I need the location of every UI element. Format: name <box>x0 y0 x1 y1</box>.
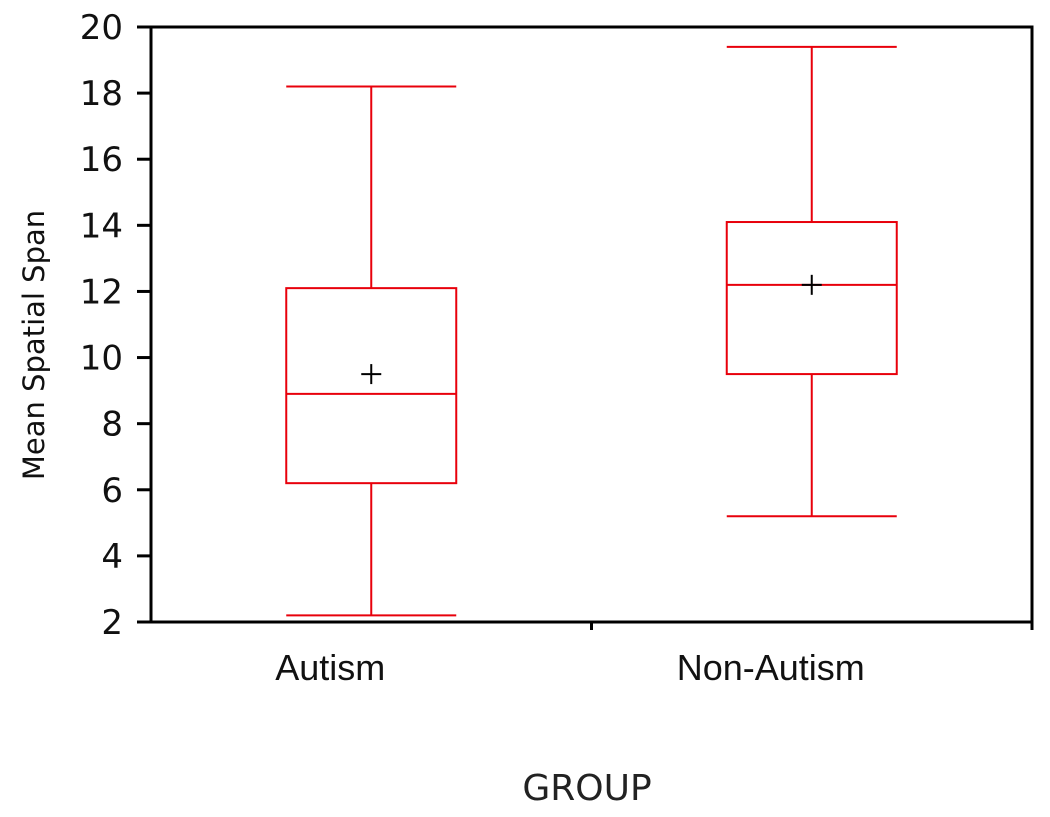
y-tick-label: 4 <box>101 537 123 577</box>
box-autism <box>285 85 458 617</box>
y-tick-label: 20 <box>80 8 123 48</box>
y-tick-label: 16 <box>80 140 123 180</box>
y-tick-label: 10 <box>80 339 123 379</box>
x-axis-title: GROUP <box>522 768 651 809</box>
y-axis-title: Mean Spatial Span <box>17 210 51 480</box>
y-axis: 2 4 6 8 10 12 14 16 18 20 <box>80 8 151 643</box>
x-axis: Autism Non-Autism <box>275 622 1034 688</box>
y-tick-label: 14 <box>80 206 123 246</box>
x-category-label: Non-Autism <box>677 647 865 688</box>
y-tick-label: 12 <box>80 272 123 312</box>
plot-frame <box>149 25 1034 624</box>
y-tick-label: 6 <box>101 471 123 511</box>
box-series <box>285 45 898 617</box>
x-category-label: Autism <box>275 647 385 688</box>
iqr-box <box>285 287 458 485</box>
y-tick-label: 2 <box>101 603 123 643</box>
box-non-autism <box>725 45 898 518</box>
y-tick-label: 8 <box>101 405 123 445</box>
y-tick-label: 18 <box>80 74 123 114</box>
iqr-box <box>725 221 898 376</box>
